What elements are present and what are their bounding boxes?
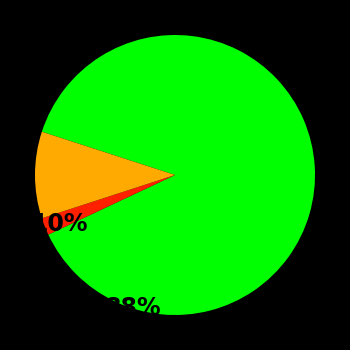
Text: 88%: 88% (105, 296, 161, 320)
Wedge shape (35, 132, 175, 218)
Text: 10%: 10% (31, 212, 88, 236)
Wedge shape (42, 35, 315, 315)
Wedge shape (42, 175, 175, 234)
